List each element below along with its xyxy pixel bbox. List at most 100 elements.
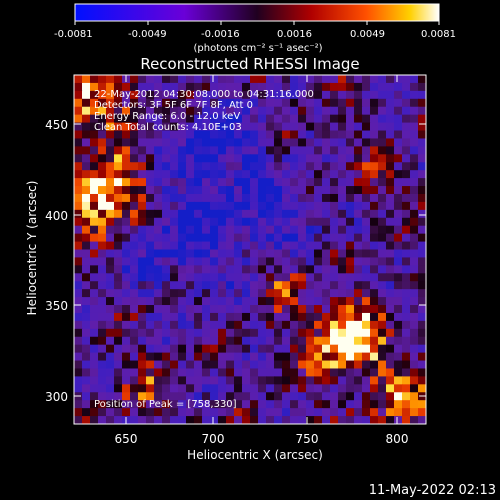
image-pixel xyxy=(234,344,243,354)
image-pixel xyxy=(394,368,403,378)
image-pixel xyxy=(290,257,299,266)
image-pixel xyxy=(114,400,123,409)
image-pixel xyxy=(138,289,147,298)
image-pixel xyxy=(234,170,243,179)
image-pixel xyxy=(130,193,139,203)
image-pixel xyxy=(194,328,203,338)
image-pixel xyxy=(90,344,99,354)
image-pixel xyxy=(106,305,115,314)
image-pixel xyxy=(194,201,203,211)
image-pixel xyxy=(218,400,227,409)
image-pixel xyxy=(82,170,91,179)
image-pixel xyxy=(162,225,171,235)
image-pixel xyxy=(258,416,267,424)
image-pixel xyxy=(218,352,227,362)
image-pixel xyxy=(130,400,139,409)
image-pixel xyxy=(146,336,155,346)
y-tick-label: 300 xyxy=(45,390,68,404)
image-pixel xyxy=(418,305,426,314)
image-pixel xyxy=(194,138,203,147)
image-pixel xyxy=(338,352,347,362)
image-pixel xyxy=(282,352,291,362)
image-pixel xyxy=(226,186,235,195)
image-pixel xyxy=(410,344,419,354)
image-pixel xyxy=(242,336,251,346)
image-pixel xyxy=(250,312,259,322)
image-pixel xyxy=(242,114,251,124)
image-pixel xyxy=(282,320,291,330)
image-pixel xyxy=(226,336,235,346)
image-pixel xyxy=(410,289,419,298)
image-pixel xyxy=(410,281,419,290)
image-pixel xyxy=(202,146,211,155)
image-pixel xyxy=(234,257,243,266)
image-pixel xyxy=(354,154,363,163)
image-pixel xyxy=(74,257,83,266)
image-pixel xyxy=(194,273,203,282)
image-pixel xyxy=(354,225,363,235)
image-pixel xyxy=(298,392,307,401)
image-pixel xyxy=(322,273,331,282)
image-pixel xyxy=(202,265,211,274)
image-pixel xyxy=(82,217,91,227)
image-pixel xyxy=(330,257,339,266)
image-pixel xyxy=(250,154,259,163)
image-pixel xyxy=(90,75,99,84)
image-pixel xyxy=(194,162,203,171)
image-pixel xyxy=(274,249,283,259)
image-pixel xyxy=(218,90,227,100)
image-pixel xyxy=(218,233,227,243)
image-pixel xyxy=(138,384,147,393)
image-pixel xyxy=(282,257,291,266)
image-pixel xyxy=(90,281,99,290)
image-pixel xyxy=(330,75,339,84)
image-pixel xyxy=(290,146,299,155)
image-pixel xyxy=(394,170,403,179)
image-pixel xyxy=(74,360,83,370)
image-pixel xyxy=(98,193,107,203)
image-pixel xyxy=(290,138,299,147)
image-pixel xyxy=(154,265,163,274)
image-pixel xyxy=(138,138,147,147)
image-pixel xyxy=(346,241,355,251)
image-pixel xyxy=(338,265,347,274)
y-axis-label: Heliocentric Y (arcsec) xyxy=(25,181,39,316)
image-pixel xyxy=(82,368,91,378)
image-pixel xyxy=(338,162,347,171)
image-pixel xyxy=(170,320,179,330)
image-pixel xyxy=(322,416,331,424)
image-pixel xyxy=(394,162,403,171)
image-pixel xyxy=(162,241,171,251)
image-pixel xyxy=(314,138,323,147)
image-pixel xyxy=(394,209,403,219)
y-tick-label: 400 xyxy=(45,209,68,223)
image-pixel xyxy=(290,90,299,100)
image-pixel xyxy=(330,130,339,140)
image-pixel xyxy=(90,114,99,124)
image-pixel xyxy=(178,217,187,227)
image-pixel xyxy=(330,408,339,417)
image-pixel xyxy=(386,114,395,124)
image-pixel xyxy=(178,336,187,346)
image-pixel xyxy=(346,138,355,147)
image-pixel xyxy=(146,265,155,274)
image-pixel xyxy=(90,360,99,370)
image-pixel xyxy=(338,170,347,179)
image-pixel xyxy=(130,249,139,259)
image-pixel xyxy=(186,257,195,266)
image-pixel xyxy=(402,170,411,179)
image-pixel xyxy=(386,376,395,385)
image-pixel xyxy=(218,249,227,259)
image-pixel xyxy=(218,273,227,282)
image-pixel xyxy=(250,241,259,251)
image-pixel xyxy=(346,376,355,385)
image-pixel xyxy=(234,106,243,116)
image-pixel xyxy=(370,281,379,290)
image-pixel xyxy=(242,98,251,108)
image-pixel xyxy=(346,360,355,370)
image-pixel xyxy=(306,170,315,179)
image-pixel xyxy=(386,154,395,163)
image-pixel xyxy=(186,82,195,92)
image-pixel xyxy=(402,352,411,362)
image-pixel xyxy=(290,233,299,243)
